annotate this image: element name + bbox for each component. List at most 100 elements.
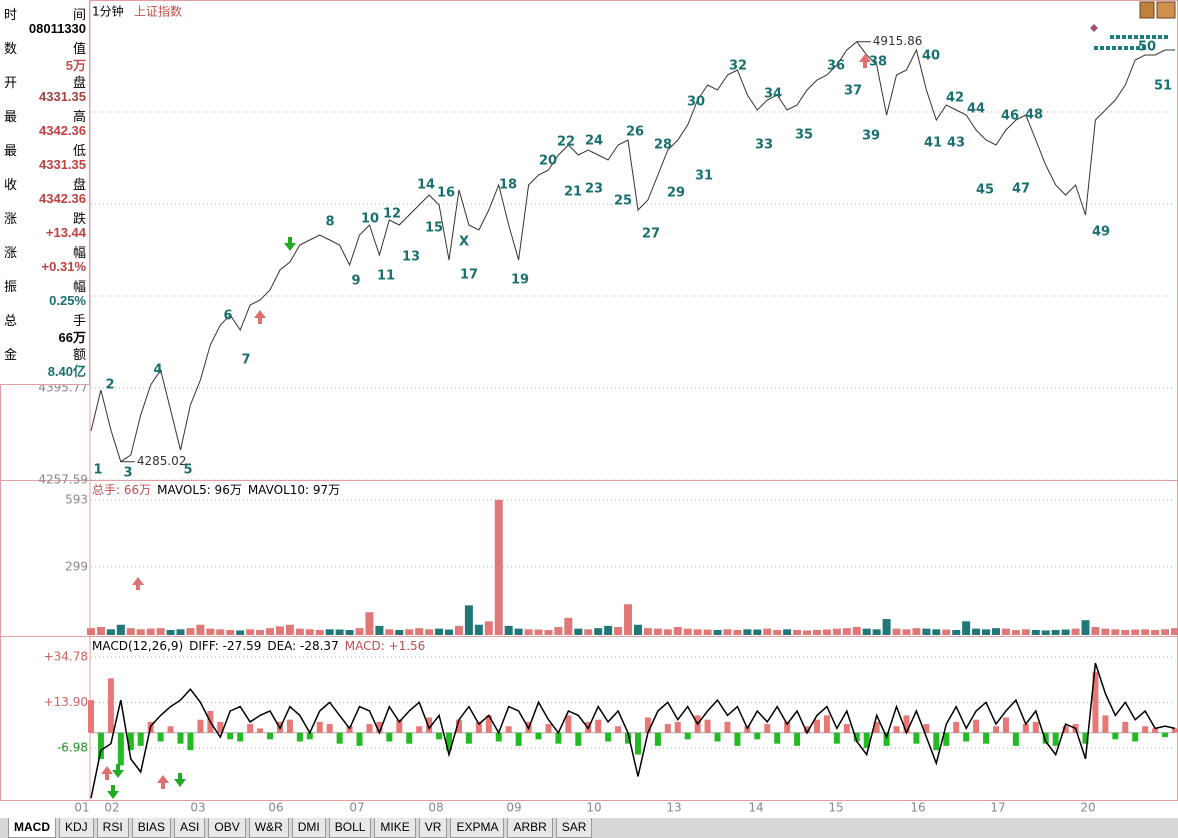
macd-bar xyxy=(724,721,731,733)
volume-bar xyxy=(842,628,851,635)
y-tick-label: +13.90 xyxy=(44,695,88,709)
macd-bar xyxy=(436,732,443,740)
info-row: 时 间 08011330 xyxy=(0,0,89,36)
tab[interactable]: SAR xyxy=(555,818,593,838)
macd-bar xyxy=(674,721,681,733)
icon[interactable] xyxy=(1156,1,1176,19)
wave-label: 8 xyxy=(325,215,334,230)
macd-bar xyxy=(784,721,791,733)
macd-bar xyxy=(127,732,134,751)
tab[interactable]: RSI xyxy=(96,818,129,838)
volume-bar xyxy=(335,629,344,635)
volume-bar xyxy=(812,629,821,635)
wave-label: 19 xyxy=(511,273,529,288)
wave-label: 51 xyxy=(1154,79,1172,94)
macd-bar xyxy=(992,726,999,733)
volume-bar xyxy=(972,628,981,635)
macd-bar xyxy=(1162,732,1169,738)
volume-bar xyxy=(146,628,155,635)
tab[interactable]: MIKE xyxy=(374,818,416,838)
tab[interactable]: DMI xyxy=(291,818,326,838)
tab[interactable]: ARBR xyxy=(507,818,553,838)
macd-bar xyxy=(197,719,204,733)
volume-bar xyxy=(1061,629,1070,635)
tab[interactable]: EXPMA xyxy=(450,818,505,838)
icon[interactable] xyxy=(1139,1,1155,19)
volume-bar xyxy=(116,624,125,635)
volume-bar xyxy=(1011,629,1020,635)
macd-bar xyxy=(227,732,234,740)
volume-bar xyxy=(1161,629,1170,635)
macd-bar xyxy=(963,732,970,742)
macd-bar xyxy=(187,732,194,751)
wave-label: 35 xyxy=(795,128,813,143)
volume-bar xyxy=(236,630,245,635)
x-tick-label: 09 xyxy=(506,801,521,815)
volume-bar xyxy=(106,629,115,635)
volume-bar xyxy=(693,629,702,635)
marker xyxy=(1090,24,1098,32)
tab[interactable]: BIAS xyxy=(131,818,172,838)
plots: 4257.594395.774915.864285.02123456789101… xyxy=(38,34,1178,815)
wave-label: 28 xyxy=(654,138,672,153)
volume-bar xyxy=(484,621,493,635)
volume-bar xyxy=(663,629,672,635)
wave-label: 21 xyxy=(564,185,582,200)
volume-legend: 总手: 66万 MAVOL5: 96万 MAVOL10: 97万 xyxy=(92,483,340,497)
volume-bar xyxy=(494,499,503,635)
macd-bar xyxy=(903,715,910,733)
info-value: 4342.36 xyxy=(39,123,86,138)
wave-label: 39 xyxy=(862,129,880,144)
tab[interactable]: BOLL xyxy=(328,818,372,838)
tab[interactable]: OBV xyxy=(208,818,246,838)
macd-bar xyxy=(386,732,393,742)
macd-bar xyxy=(465,732,472,744)
macd-bar xyxy=(943,732,950,746)
volume-bar xyxy=(594,628,603,635)
info-label: 涨 xyxy=(4,212,18,227)
tab[interactable]: W&R xyxy=(248,818,289,838)
macd-bar xyxy=(416,726,423,733)
macd-bar xyxy=(764,724,771,733)
macd-bar xyxy=(257,728,264,733)
volume-bar xyxy=(832,628,841,635)
info-label: 金 xyxy=(4,348,18,363)
x-tick-label: 06 xyxy=(268,801,283,815)
legend-item: MACD(12,26,9) xyxy=(92,639,183,653)
tab[interactable]: KDJ xyxy=(59,818,94,838)
volume-bar xyxy=(683,628,692,635)
macd-bar xyxy=(634,732,641,755)
volume-bar xyxy=(852,627,861,635)
volume-bar xyxy=(176,629,185,635)
volume-bar xyxy=(425,629,434,635)
signal-arrow xyxy=(112,764,124,778)
macd-bar xyxy=(316,721,323,733)
volume-bar xyxy=(723,629,732,635)
info-row: 数 值 5万 xyxy=(0,34,89,73)
volume-bar xyxy=(464,605,473,635)
volume-bar xyxy=(246,629,255,635)
info-label: 间 xyxy=(72,8,86,23)
volume-bar xyxy=(96,627,105,635)
wave-label: 49 xyxy=(1092,225,1110,240)
macd-bar xyxy=(1172,728,1178,733)
y-tick-label: -6.98 xyxy=(57,740,88,754)
macd-bar xyxy=(217,721,224,733)
tab[interactable]: MACD xyxy=(8,818,56,838)
macd-bar xyxy=(396,719,403,733)
wave-label: 30 xyxy=(687,95,705,110)
macd-bar xyxy=(704,719,711,733)
volume-bar xyxy=(942,629,951,635)
volume-bar xyxy=(624,604,633,635)
macd-bar xyxy=(535,732,542,740)
y-tick-label: 593 xyxy=(65,492,88,506)
volume-bar xyxy=(285,624,294,635)
x-tick-label: 02 xyxy=(104,801,119,815)
y-tick-label: +34.78 xyxy=(44,650,88,664)
wave-label: 10 xyxy=(361,212,379,227)
tab[interactable]: ASI xyxy=(174,818,206,838)
wave-label: 36 xyxy=(827,59,845,74)
wave-label: 23 xyxy=(585,182,603,197)
tab[interactable]: VR xyxy=(418,818,448,838)
macd-bar xyxy=(167,726,174,733)
